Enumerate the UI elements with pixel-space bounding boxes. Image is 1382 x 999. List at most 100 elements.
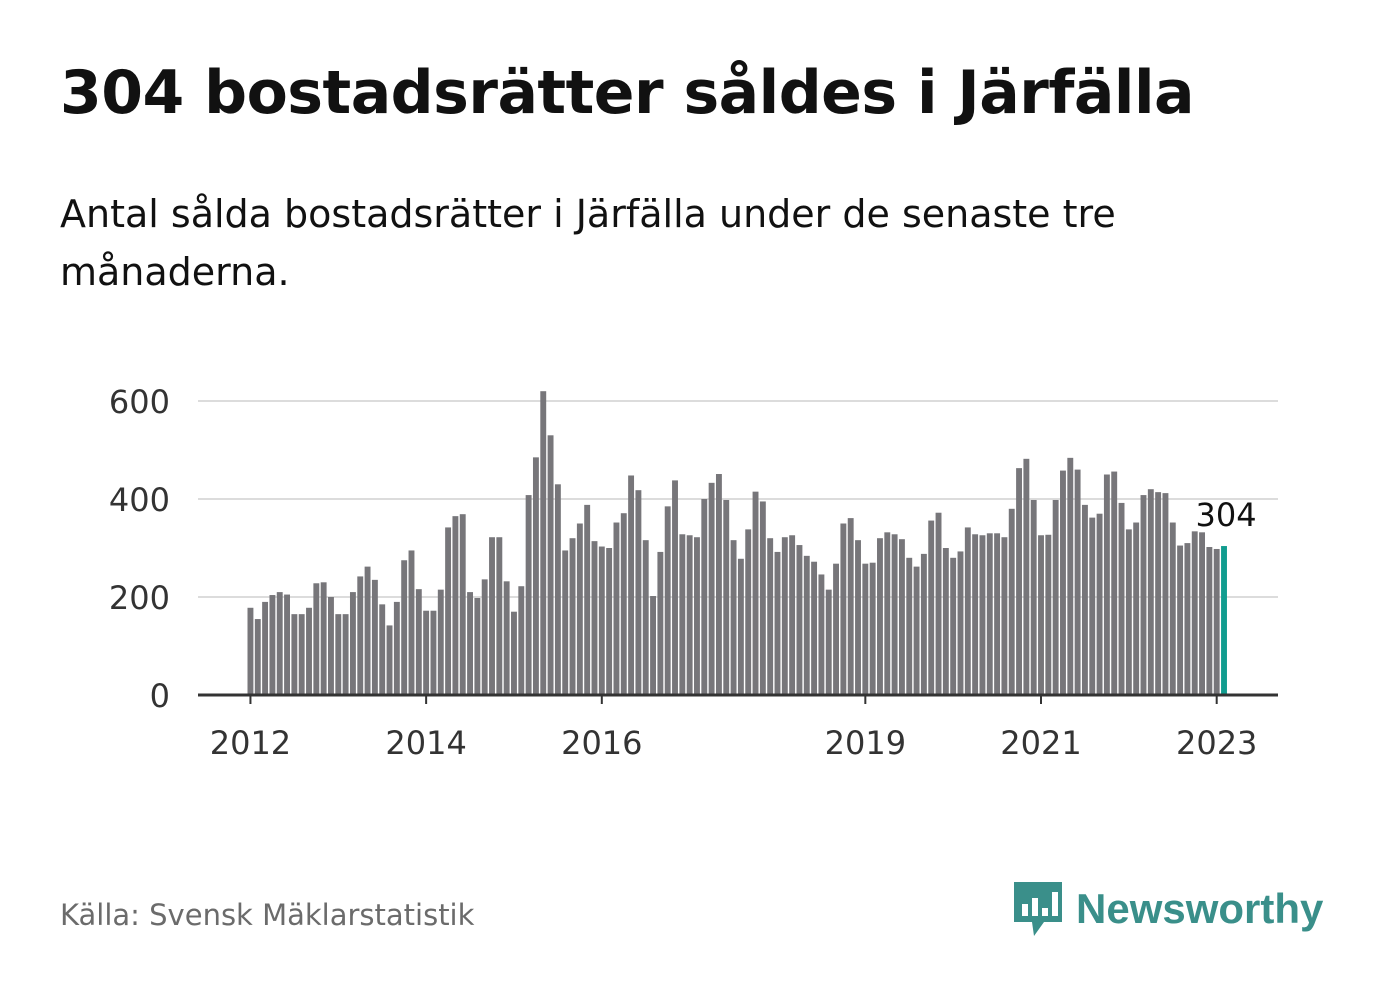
bar [1125, 529, 1132, 695]
bar [920, 553, 927, 695]
bar [349, 592, 356, 695]
bar [474, 597, 481, 695]
bar [511, 611, 517, 695]
bar [877, 538, 883, 695]
x-tick-label: 2012 [210, 724, 291, 762]
bar [781, 537, 788, 695]
bar [833, 563, 839, 695]
bar [708, 482, 715, 695]
bar [1199, 532, 1205, 695]
bar [759, 501, 766, 695]
bar [869, 562, 876, 695]
bar [847, 518, 854, 695]
bar [1133, 522, 1140, 695]
bar [796, 545, 803, 695]
bar [628, 475, 635, 695]
bar [1206, 547, 1213, 695]
x-tick-label: 2023 [1176, 724, 1257, 762]
bar [898, 539, 905, 695]
bar [357, 576, 364, 695]
bar [291, 614, 298, 695]
bar [664, 506, 671, 695]
bar [328, 597, 334, 695]
bar [1184, 543, 1191, 695]
bar [584, 504, 591, 695]
bar [767, 538, 774, 695]
bar [598, 546, 605, 695]
axis-labels: 0 200 400 600 2012 2014 2016 2019 2021 2023 304 [109, 383, 1257, 762]
bar [1103, 474, 1110, 695]
bar [1060, 470, 1066, 695]
bar [1081, 504, 1088, 695]
bar [1096, 513, 1103, 695]
brand-logo[interactable]: Newsworthy [1010, 878, 1323, 940]
bar [620, 513, 627, 695]
bar [423, 610, 430, 695]
bar [642, 540, 649, 695]
y-tick-label: 600 [109, 383, 170, 421]
bar [525, 495, 532, 695]
chart-title: 304 bostadsrätter såldes i Järfälla [60, 58, 1195, 128]
bar [320, 582, 327, 695]
bar [862, 563, 869, 695]
bar [1089, 517, 1096, 695]
brand-name: Newsworthy [1076, 885, 1324, 932]
bar [1067, 457, 1074, 695]
bar [1162, 493, 1169, 695]
bar [379, 604, 386, 695]
bar [437, 589, 444, 695]
bar [950, 557, 957, 695]
bar [737, 558, 744, 695]
bar [1052, 499, 1059, 695]
bar [803, 555, 810, 695]
bar [1030, 499, 1037, 695]
source-note: Källa: Svensk Mäklarstatistik [60, 898, 475, 932]
bar [928, 520, 935, 695]
bar [701, 499, 708, 695]
x-tick-label: 2019 [825, 724, 906, 762]
bar [789, 535, 796, 695]
bar [262, 601, 269, 695]
bar [591, 541, 598, 695]
bar [855, 540, 861, 695]
y-tick-label: 400 [109, 481, 170, 519]
bar [650, 596, 656, 695]
bar [430, 610, 437, 695]
axes [198, 693, 1278, 704]
bar [386, 625, 393, 695]
bar [569, 538, 576, 695]
bar [401, 560, 408, 695]
bar [269, 595, 276, 695]
bar [840, 523, 847, 695]
bar [891, 534, 898, 695]
bar [935, 512, 942, 695]
bar [1023, 458, 1030, 695]
bar [342, 614, 349, 695]
bar [452, 516, 459, 695]
bar [964, 527, 971, 695]
bar [364, 566, 371, 695]
bar [613, 522, 620, 695]
bar [657, 551, 664, 695]
bar [730, 540, 737, 695]
bar-highlight [1221, 546, 1227, 695]
bar [606, 548, 613, 695]
bar [1140, 495, 1147, 695]
bar [774, 551, 781, 695]
y-tick-label: 0 [150, 677, 170, 715]
bar [562, 550, 569, 695]
newsworthy-chart-bubble-icon [1014, 882, 1062, 936]
bar [811, 561, 818, 695]
bar [957, 551, 964, 695]
bar [906, 557, 913, 695]
bar [723, 499, 730, 695]
bar [313, 583, 320, 695]
bar [503, 581, 510, 695]
bar [818, 574, 825, 695]
bar [415, 589, 422, 695]
bar [1118, 502, 1125, 695]
bar [547, 435, 554, 695]
bar [913, 566, 920, 695]
bar [540, 391, 547, 695]
